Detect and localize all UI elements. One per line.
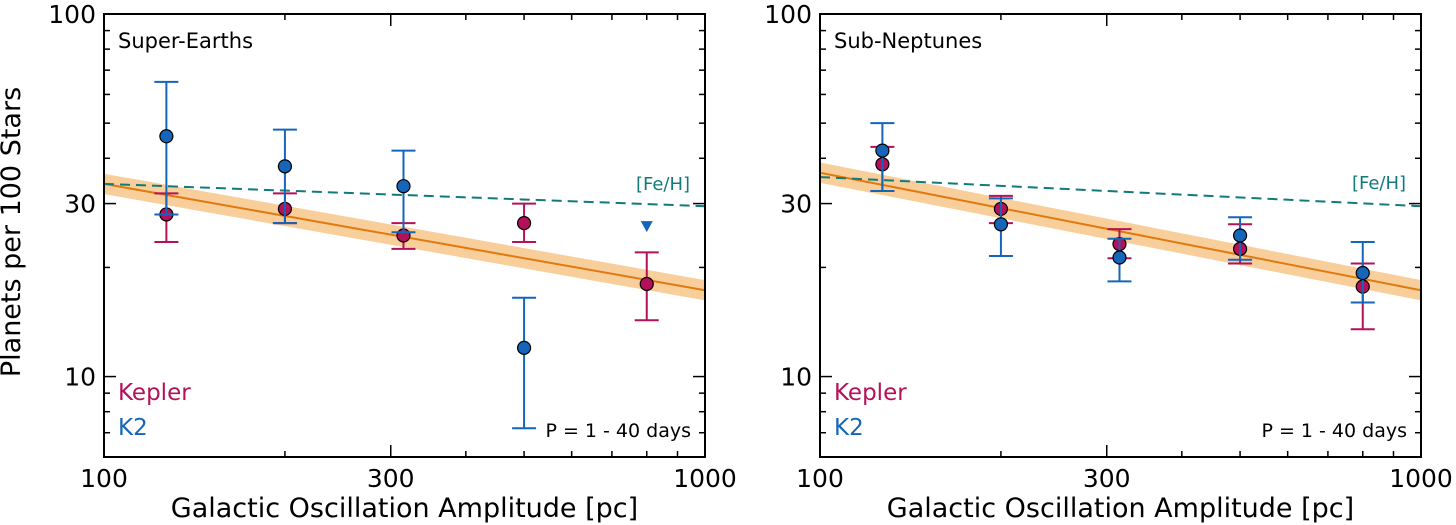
- legend-k2: K2: [118, 415, 148, 441]
- y-tick-label: 100: [48, 0, 96, 29]
- right-plot-area: [820, 122, 1421, 331]
- y-tick-label: 10: [64, 363, 96, 392]
- period-range-note: P = 1 - 40 days: [1261, 420, 1407, 442]
- x-tick-label: 1000: [1389, 464, 1453, 493]
- k2-data-point: [159, 129, 174, 144]
- k2-data-point: [396, 179, 411, 194]
- right-panel: 100 300 1000 10 30 100 Galactic Oscillation Am…: [764, 0, 1453, 524]
- legend-k2: K2: [834, 415, 864, 441]
- metallicity-trend-line: [104, 182, 705, 208]
- k2-data-point: [993, 217, 1009, 232]
- y-tick-label: 30: [780, 190, 812, 219]
- x-axis-label: Galactic Oscillation Amplitude [pc]: [171, 493, 638, 524]
- x-tick-label: 300: [367, 464, 415, 493]
- y-tick-label: 10: [780, 363, 812, 392]
- y-axis-label: Planets per 100 Stars: [0, 87, 27, 377]
- panel-title: Super-Earths: [118, 29, 253, 53]
- right-axes-frame: [819, 13, 1422, 458]
- fit-line: [820, 171, 1421, 292]
- metallicity-label: [Fe/H]: [1352, 173, 1406, 194]
- k2-data-point: [1112, 250, 1127, 265]
- x-tick-label: 1000: [673, 464, 737, 493]
- metallicity-trend-line: [820, 176, 1421, 208]
- x-tick-label: 100: [796, 464, 844, 493]
- x-tick-label: 100: [80, 464, 128, 493]
- left-axes-frame: [103, 13, 706, 458]
- y-tick-label: 30: [64, 190, 96, 219]
- kepler-data-point: [639, 276, 654, 292]
- legend-kepler: Kepler: [118, 380, 191, 406]
- left-plot-area: [104, 80, 705, 430]
- panel-title: Sub-Neptunes: [834, 29, 982, 53]
- k2-upper-limit-marker: [640, 221, 653, 233]
- k2-data-point: [277, 159, 293, 174]
- legend-kepler: Kepler: [834, 380, 907, 406]
- k2-data-point: [1355, 265, 1370, 281]
- k2-data-point: [1232, 228, 1248, 243]
- period-range-note: P = 1 - 40 days: [545, 420, 691, 442]
- x-tick-label: 300: [1083, 464, 1131, 493]
- metallicity-label: [Fe/H]: [636, 174, 690, 195]
- kepler-data-point: [516, 216, 532, 231]
- y-tick-label: 100: [764, 0, 812, 29]
- k2-data-point: [875, 143, 890, 158]
- x-axis-label: Galactic Oscillation Amplitude [pc]: [887, 493, 1354, 524]
- left-panel: 100 300 1000 10 30 100 Galactic Oscillation Am…: [48, 0, 737, 524]
- k2-data-point: [516, 340, 532, 355]
